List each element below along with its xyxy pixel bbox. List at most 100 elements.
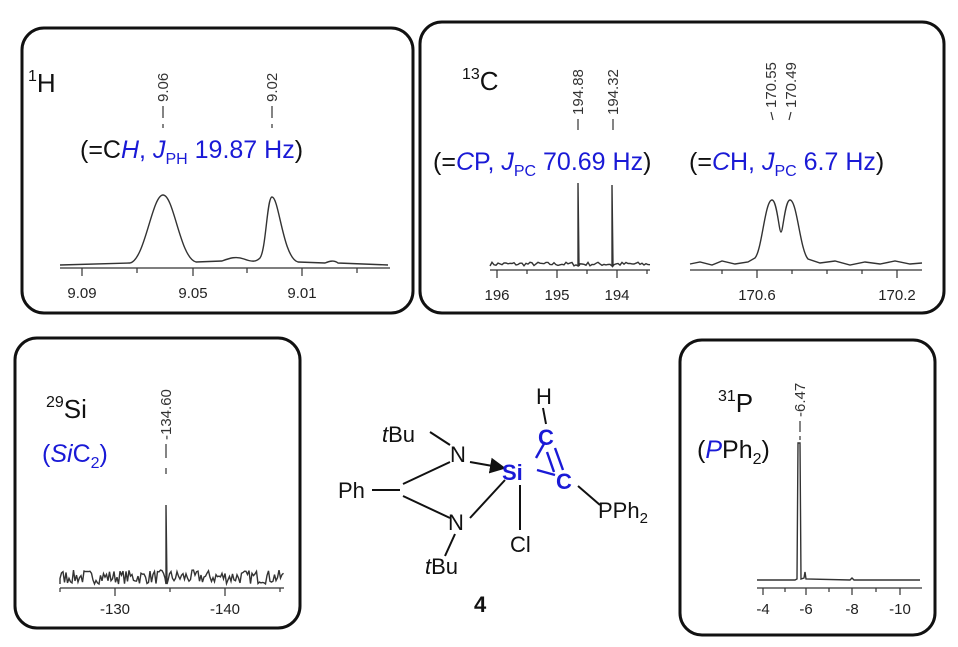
assignment: (=CH, JPH 19.87 Hz): [80, 136, 303, 168]
text: ,: [139, 136, 153, 164]
text: (=: [689, 148, 712, 176]
text: Bu: [388, 422, 415, 447]
text: C: [712, 148, 731, 176]
assignment: (SiC2): [42, 440, 108, 472]
atom-label: C: [538, 425, 554, 450]
axis-label: 195: [544, 287, 569, 304]
assignment: (=CP, JPC 70.69 Hz): [433, 148, 651, 180]
peak-marker: [162, 106, 273, 128]
assignment: (PPh2): [697, 436, 770, 468]
text: J: [500, 148, 514, 176]
atom-label: Ph: [338, 478, 365, 503]
peak-label: 194.32: [605, 69, 622, 115]
axis-label: 170.2: [878, 287, 916, 304]
peak-label: 170.49: [783, 62, 800, 108]
structure: tBu N Ph Si C H C PPh2 Cl N tBu 4: [338, 384, 648, 617]
text: 70.69 Hz: [536, 148, 643, 176]
spectrum: [689, 199, 923, 266]
axis-label: 170.6: [738, 287, 776, 304]
atom-label: C: [556, 469, 572, 494]
axis-label: 9.01: [287, 285, 316, 302]
axis-label: 9.09: [67, 285, 96, 302]
text: J: [152, 136, 166, 164]
atom-label: N: [448, 510, 464, 535]
text: 19.87 Hz: [188, 136, 295, 164]
peak-label: 9.06: [155, 73, 172, 102]
nucleus-label: 1H: [28, 68, 56, 98]
assignment: (=CH, JPC 6.7 Hz): [689, 148, 884, 180]
axis-label: 194: [604, 287, 629, 304]
panel-frame: [20, 26, 415, 315]
text: t: [382, 422, 389, 447]
peak-label: -134.60: [158, 389, 175, 440]
axis-ticks: [762, 588, 901, 595]
axis-ticks: [721, 270, 898, 278]
axis-label: -8: [845, 601, 858, 618]
axis-ticks: [59, 588, 281, 596]
text: ): [876, 148, 884, 176]
bond: [542, 407, 547, 425]
spectrum: [489, 182, 651, 269]
mass-number: 13: [462, 66, 480, 83]
text: P,: [474, 148, 501, 176]
ring-bonds: [534, 441, 565, 477]
text: Si: [50, 440, 74, 468]
panel-frame: [418, 20, 946, 315]
atom-label: tBu: [425, 554, 458, 579]
mass-number: 29: [46, 394, 64, 411]
text: ): [100, 440, 108, 468]
subscript: 2: [753, 451, 762, 468]
element: P: [736, 388, 753, 418]
text: (=: [433, 148, 456, 176]
bonds: [372, 431, 601, 557]
element: C: [480, 66, 499, 96]
peak-label: 9.02: [264, 73, 281, 102]
subscript: 2: [91, 455, 100, 472]
text: H: [121, 136, 140, 164]
spectrum: [59, 194, 389, 266]
element: H: [37, 68, 56, 98]
panel-frame: [13, 336, 302, 630]
dative-bond: [469, 457, 506, 474]
phosphorus-panel: 31P (PPh2) -6.47 -4 -6 -8 -10: [678, 338, 937, 637]
text: ): [762, 436, 770, 464]
nucleus-label: 13C: [462, 66, 499, 96]
atom-label: Si: [502, 460, 523, 485]
axis-label: -140: [210, 601, 240, 618]
atom-label: tBu: [382, 422, 415, 447]
atom-label: Cl: [510, 532, 531, 557]
text: C: [456, 148, 475, 176]
element: Si: [64, 394, 87, 424]
subscript: PC: [774, 163, 796, 180]
text: (=C: [80, 136, 121, 164]
text: ): [295, 136, 303, 164]
axis-label: -10: [889, 601, 911, 618]
text: C: [73, 440, 91, 468]
axis-label: 196: [484, 287, 509, 304]
carbon-panel: 13C 194.88 194.32 170.55 170.49 (=CP, JP…: [418, 20, 946, 315]
axis-ticks: [81, 268, 358, 276]
axis-ticks: [496, 270, 648, 278]
text: Ph: [722, 436, 753, 464]
peak-label: 194.88: [570, 69, 587, 115]
text: PPh: [598, 498, 640, 523]
text: J: [761, 148, 775, 176]
axis-label: -6: [799, 601, 812, 618]
axis-label: -4: [756, 601, 769, 618]
text: P: [705, 436, 722, 464]
subscript: PC: [514, 163, 536, 180]
spectrum: [757, 442, 920, 581]
atom-label: PPh2: [598, 498, 648, 527]
text: 6.7 Hz: [797, 148, 876, 176]
text: t: [425, 554, 432, 579]
peak-marker: [577, 111, 792, 130]
nucleus-label: 31P: [718, 388, 753, 418]
silicon-panel: 29Si (SiC2) -134.60 -130 -140: [13, 336, 302, 630]
axis-label: -130: [100, 601, 130, 618]
axis-label: 9.05: [178, 285, 207, 302]
text: (: [42, 440, 51, 468]
proton-panel: 1H 9.06 9.02 (=CH, JPH 19.87 Hz) 9.09 9.…: [20, 26, 415, 315]
spectrum: [59, 504, 284, 587]
peak-label: 170.55: [763, 62, 780, 108]
